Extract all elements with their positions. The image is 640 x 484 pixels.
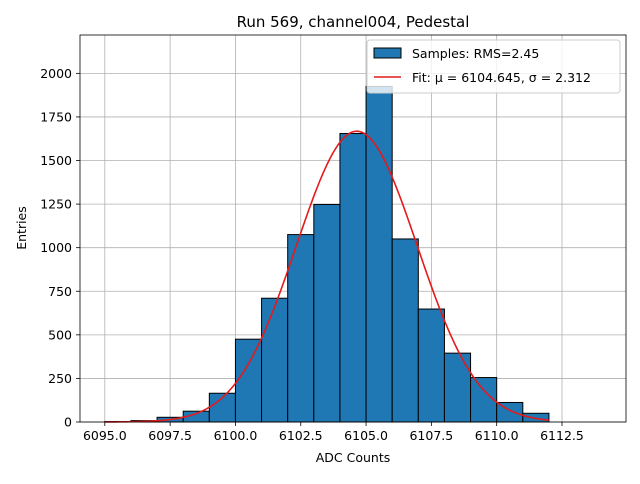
x-tick-label: 6095.0 xyxy=(83,428,127,443)
fit-curve-group xyxy=(104,130,550,423)
x-tick-label: 6102.5 xyxy=(279,428,323,443)
fit-curve xyxy=(104,130,550,423)
histogram-bar xyxy=(234,338,263,423)
y-tick-label: 500 xyxy=(48,327,72,342)
histogram-bar xyxy=(287,234,315,423)
y-tick-label: 0 xyxy=(64,415,72,430)
x-tick-label: 6097.5 xyxy=(148,428,192,443)
y-tick-label: 750 xyxy=(48,284,72,299)
x-axis-ticks: 6095.0 6097.5 6100.0 6102.5 6105.0 6107.5 6110… xyxy=(83,422,584,443)
histogram-bar xyxy=(261,297,289,423)
histogram-bar xyxy=(417,308,445,423)
histogram-bar xyxy=(391,238,419,423)
y-tick-label: 1250 xyxy=(40,197,72,212)
x-tick-label: 6112.5 xyxy=(540,428,584,443)
legend-box xyxy=(366,39,621,94)
x-tick-label: 6105.0 xyxy=(344,428,388,443)
y-tick-label: 2000 xyxy=(40,66,72,81)
histogram-bars xyxy=(104,85,550,423)
y-tick-label: 1500 xyxy=(40,153,72,168)
histogram-bar xyxy=(313,203,341,423)
y-tick-label: 1000 xyxy=(40,240,72,255)
plot-area-frame xyxy=(79,34,627,423)
histogram-bar xyxy=(443,352,472,423)
y-axis-label: Entries xyxy=(14,206,29,250)
y-tick-label: 250 xyxy=(48,371,72,386)
histogram-bar xyxy=(365,85,393,423)
y-axis-ticks: 0 250 500 750 1000 1250 1500 1750 2000 xyxy=(40,66,80,430)
legend-histogram-swatch xyxy=(373,47,402,59)
x-tick-label: 6107.5 xyxy=(409,428,453,443)
legend: Samples: RMS=2.45 Fit: μ = 6104.645, σ =… xyxy=(366,39,621,94)
x-tick-label: 6110.0 xyxy=(475,428,519,443)
legend-histogram-label: Samples: RMS=2.45 xyxy=(412,46,539,61)
histogram-bar xyxy=(339,132,367,423)
histogram-bar xyxy=(470,377,498,423)
x-tick-label: 6100.0 xyxy=(214,428,258,443)
chart-title: Run 569, channel004, Pedestal xyxy=(237,13,470,31)
legend-fit-label: Fit: μ = 6104.645, σ = 2.312 xyxy=(412,70,591,85)
x-axis-label: ADC Counts xyxy=(316,450,391,465)
y-tick-label: 1750 xyxy=(40,109,72,124)
